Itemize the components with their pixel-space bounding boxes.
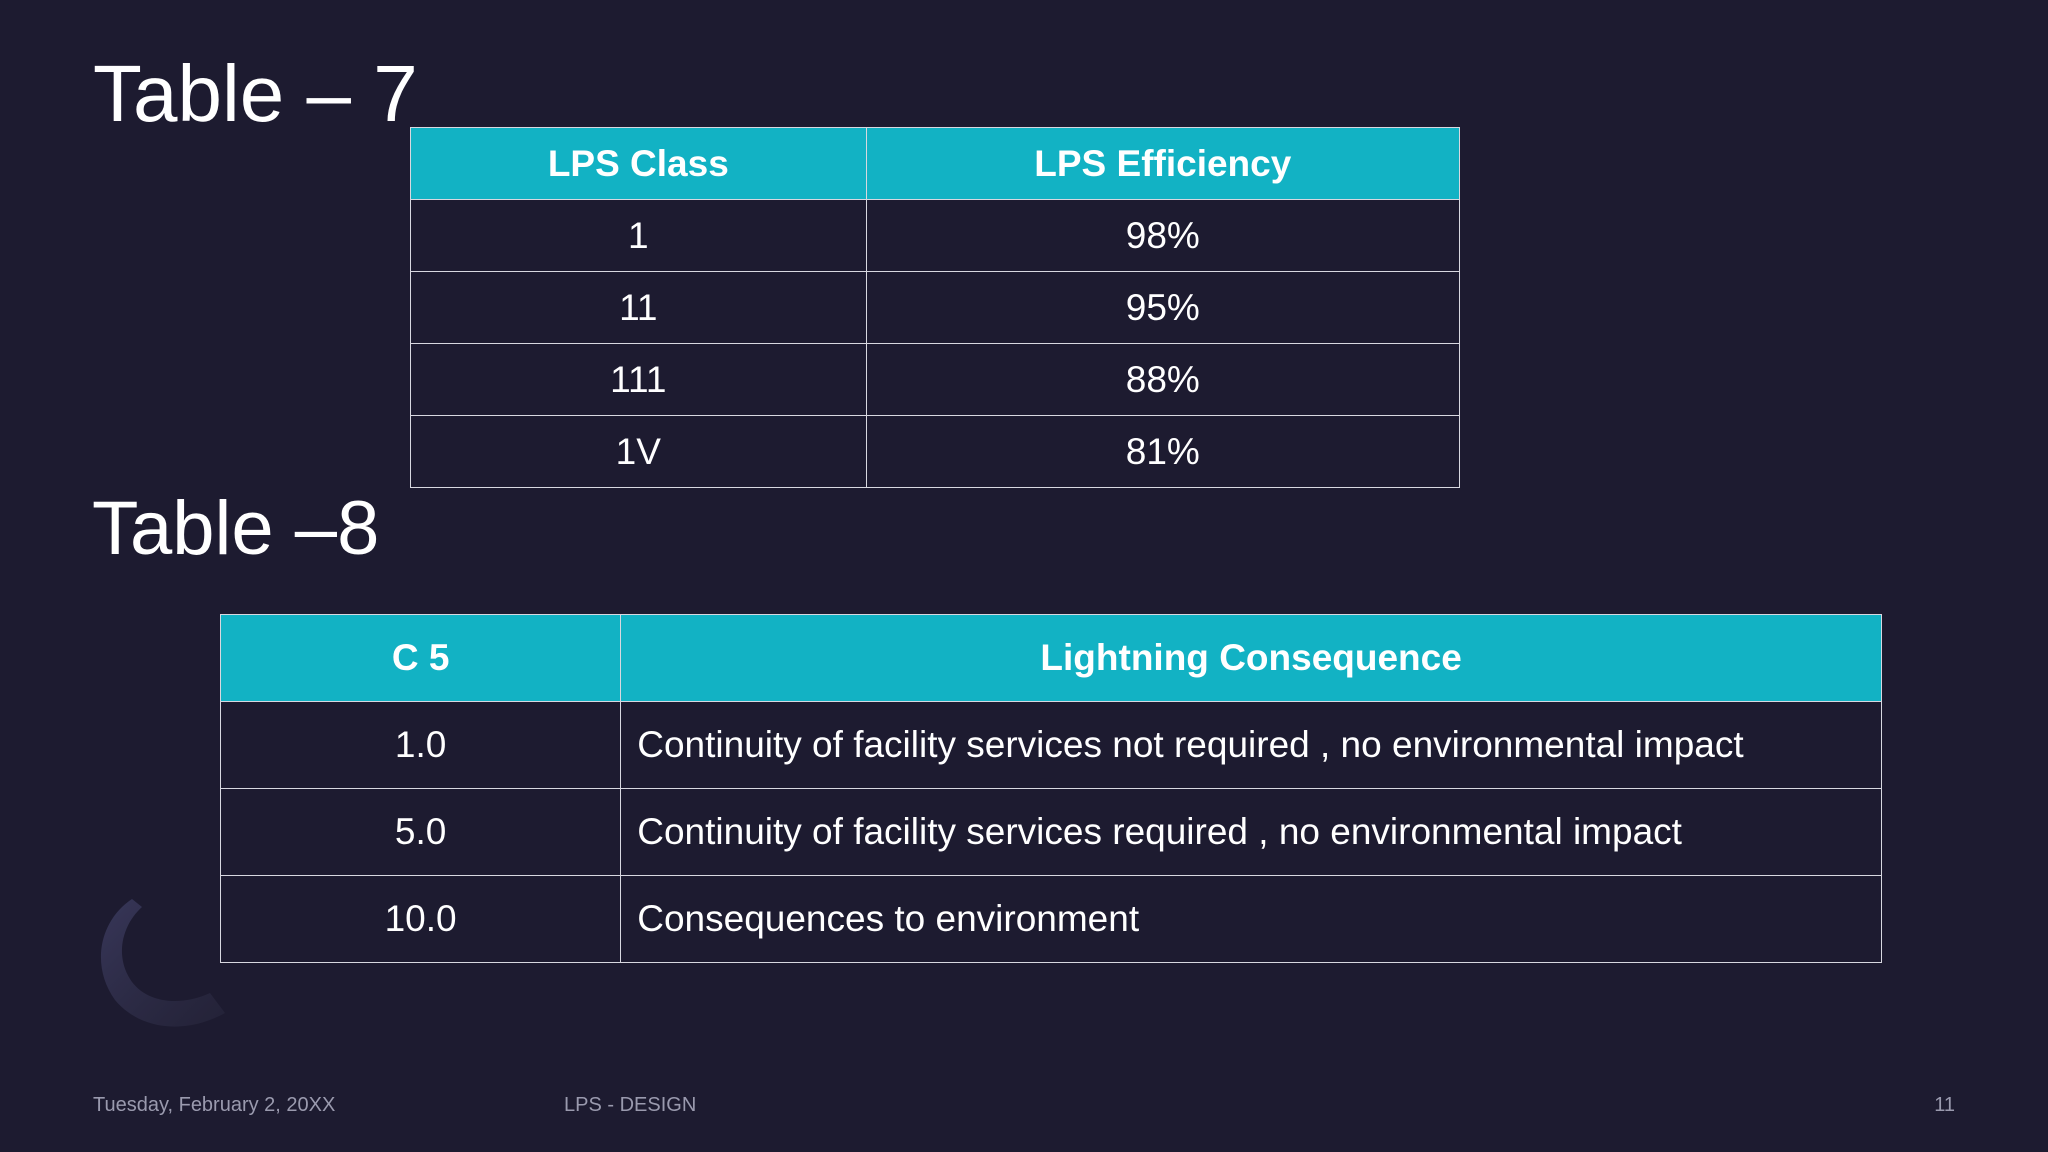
column-header-c5: C 5 xyxy=(219,614,622,702)
table-row: 1V 81% xyxy=(410,415,1461,488)
table-7: LPS Class LPS Efficiency 1 98% 11 95% 11… xyxy=(410,127,1461,488)
cell-lps-efficiency: 88% xyxy=(865,343,1461,416)
table-row: 111 88% xyxy=(410,343,1461,416)
footer-date: Tuesday, February 2, 20XX xyxy=(93,1094,336,1116)
column-header-lps-efficiency: LPS Efficiency xyxy=(865,127,1461,200)
cell-lps-class: 111 xyxy=(410,343,867,416)
footer-page-number: 11 xyxy=(1934,1094,1955,1116)
cell-c5-value: 1.0 xyxy=(219,701,622,789)
table-row: 1 98% xyxy=(410,199,1461,272)
cell-lps-class: 1 xyxy=(410,199,867,272)
cell-lps-efficiency: 95% xyxy=(865,271,1461,344)
cell-c5-value: 5.0 xyxy=(219,788,622,876)
table-8: C 5 Lightning Consequence 1.0 Continuity… xyxy=(219,614,1882,963)
table-row: 11 95% xyxy=(410,271,1461,344)
cell-lps-efficiency: 81% xyxy=(865,415,1461,488)
cell-c5-value: 10.0 xyxy=(219,875,622,963)
column-header-lps-class: LPS Class xyxy=(410,127,867,200)
table-row: 5.0 Continuity of facility services requ… xyxy=(219,788,1882,876)
cell-consequence: Continuity of facility services not requ… xyxy=(620,701,1882,789)
cell-lps-class: 1V xyxy=(410,415,867,488)
table-row: 10.0 Consequences to environment xyxy=(219,875,1882,963)
cell-consequence: Continuity of facility services required… xyxy=(620,788,1882,876)
cell-lps-class: 11 xyxy=(410,271,867,344)
decorative-arc-shape xyxy=(100,899,225,1027)
footer-title: LPS - DESIGN xyxy=(564,1094,697,1116)
column-header-lightning-consequence: Lightning Consequence xyxy=(620,614,1882,702)
table-header-row: C 5 Lightning Consequence xyxy=(219,614,1882,702)
table-header-row: LPS Class LPS Efficiency xyxy=(410,127,1461,200)
table-7-title: Table – 7 xyxy=(93,49,418,138)
cell-consequence: Consequences to environment xyxy=(620,875,1882,963)
table-row: 1.0 Continuity of facility services not … xyxy=(219,701,1882,789)
cell-lps-efficiency: 98% xyxy=(865,199,1461,272)
table-8-title: Table –8 xyxy=(92,486,380,571)
